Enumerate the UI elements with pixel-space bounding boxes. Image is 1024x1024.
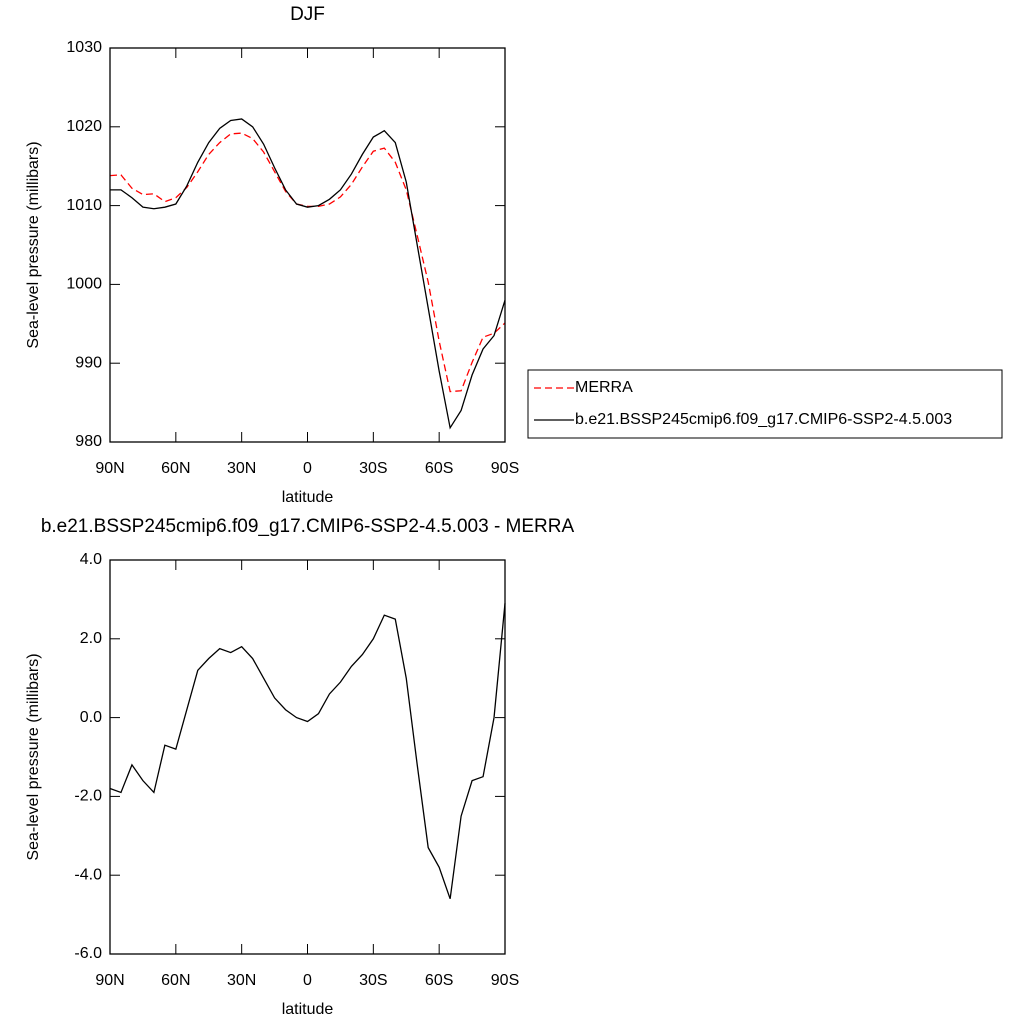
y-tick-label: 1030 [66,39,102,56]
plot-frame [109,47,506,443]
y-tick-label: -6.0 [74,945,102,962]
y-tick-label: 1010 [66,197,102,214]
y-tick-label: -2.0 [74,788,102,805]
x-tick-label: 30S [359,460,387,477]
x-tick-label: 0 [303,460,312,477]
x-tick-label: 90N [95,972,124,989]
x-tick-label: 90S [491,460,519,477]
chart-title: DJF [290,4,325,25]
data-line [109,132,506,393]
y-tick-label: 0.0 [80,709,102,726]
y-tick-label: 980 [75,433,102,450]
data-line [109,603,506,900]
x-tick-label: 60S [425,460,453,477]
x-tick-label: 60N [161,972,190,989]
x-tick-label: 30S [359,972,387,989]
chart-title: b.e21.BSSP245cmip6.f09_g17.CMIP6-SSP2-4.… [41,516,575,537]
y-axis-label: Sea-level pressure (millibars) [25,141,42,348]
y-tick-label: 990 [75,354,102,371]
y-tick-label: 1000 [66,276,102,293]
x-axis-label: latitude [282,1001,334,1018]
y-tick-label: 4.0 [80,551,102,568]
y-tick-label: 2.0 [80,630,102,647]
data-line [110,118,506,430]
x-tick-label: 30N [227,460,256,477]
y-tick-label: 1020 [66,118,102,135]
x-tick-label: 60S [425,972,453,989]
legend-box [527,369,1003,439]
legend-label: b.e21.BSSP245cmip6.f09_g17.CMIP6-SSP2-4.… [575,411,952,428]
x-tick-label: 0 [303,972,312,989]
plot-frame [109,559,506,955]
x-tick-label: 90S [491,972,519,989]
legend-label: MERRA [575,379,633,396]
x-tick-label: 90N [95,460,124,477]
x-tick-label: 60N [161,460,190,477]
y-axis-label: Sea-level pressure (millibars) [25,653,42,860]
x-axis-label: latitude [282,489,334,506]
x-tick-label: 30N [227,972,256,989]
y-tick-label: -4.0 [74,866,102,883]
